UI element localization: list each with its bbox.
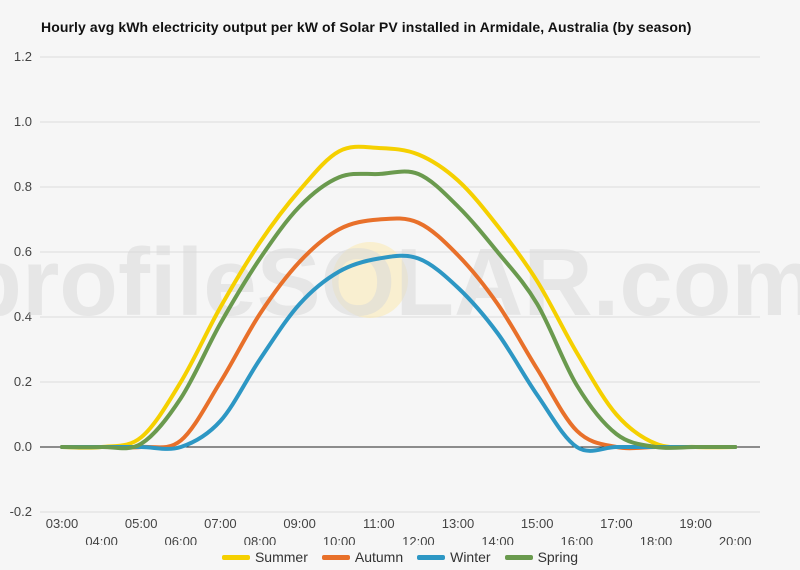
x-tick-label: 11:00 xyxy=(363,516,395,531)
y-tick-label: 0.2 xyxy=(14,374,32,389)
x-tick-label: 14:00 xyxy=(481,534,514,545)
y-tick-label: 1.0 xyxy=(14,114,32,129)
chart-title: Hourly avg kWh electricity output per kW… xyxy=(41,19,692,35)
x-tick-label: 18:00 xyxy=(640,534,673,545)
series-line-summer xyxy=(60,144,738,450)
legend: Summer Autumn Winter Spring xyxy=(0,549,800,565)
x-tick-label: 17:00 xyxy=(600,516,633,531)
legend-swatch xyxy=(221,554,250,560)
series-line-winter xyxy=(60,253,738,453)
x-tick-label: 06:00 xyxy=(165,534,198,545)
x-tick-label: 07:00 xyxy=(204,516,237,531)
x-tick-label: 08:00 xyxy=(244,534,277,545)
legend-item-spring[interactable]: Spring xyxy=(504,549,579,565)
x-axis-ticks: 03:00 04:00 05:00 06:00 07:00 08:00 09:00 10:00… xyxy=(46,516,752,545)
x-tick-label: 09:00 xyxy=(283,516,316,531)
x-tick-label: 13:00 xyxy=(442,516,475,531)
series-line-spring xyxy=(60,169,738,451)
legend-item-winter[interactable]: Winter xyxy=(417,549,491,565)
series-lines xyxy=(60,144,738,453)
watermark-text: profileSOLAR.com xyxy=(0,229,800,336)
x-tick-label: 03:00 xyxy=(46,516,79,531)
legend-label: Summer xyxy=(254,549,308,565)
legend-item-summer[interactable]: Summer xyxy=(221,549,308,565)
x-tick-label: 10:00 xyxy=(323,534,356,545)
y-tick-label: -0.2 xyxy=(10,504,32,519)
y-tick-label: 0.4 xyxy=(14,309,32,324)
x-tick-label: 16:00 xyxy=(561,534,594,545)
watermark-sun-icon xyxy=(332,242,408,318)
legend-label: Spring xyxy=(537,549,579,565)
gridlines xyxy=(40,56,760,513)
legend-label: Winter xyxy=(450,549,491,565)
legend-label: Autumn xyxy=(354,549,404,565)
y-tick-label: 0.0 xyxy=(14,439,32,454)
legend-swatch xyxy=(417,554,446,560)
legend-swatch xyxy=(321,554,350,560)
x-tick-label: 15:00 xyxy=(521,516,554,531)
x-tick-label: 19:00 xyxy=(679,516,712,531)
y-axis-ticks: -0.2 0.0 0.2 0.4 0.6 0.8 1.0 1.2 xyxy=(10,49,32,519)
x-tick-label: 12:00 xyxy=(402,534,435,545)
x-tick-label: 20:00 xyxy=(719,534,752,545)
watermark: profileSOLAR.com xyxy=(0,229,800,336)
chart-area: -0.2 0.0 0.2 0.4 0.6 0.8 1.0 1.2 03:00 04:00 05:0… xyxy=(0,49,800,545)
y-tick-label: 1.2 xyxy=(14,49,32,64)
y-tick-label: 0.6 xyxy=(14,244,32,259)
legend-item-autumn[interactable]: Autumn xyxy=(321,549,404,565)
x-tick-label: 05:00 xyxy=(125,516,158,531)
legend-swatch xyxy=(504,554,533,560)
x-tick-label: 04:00 xyxy=(85,534,118,545)
y-tick-label: 0.8 xyxy=(14,179,32,194)
